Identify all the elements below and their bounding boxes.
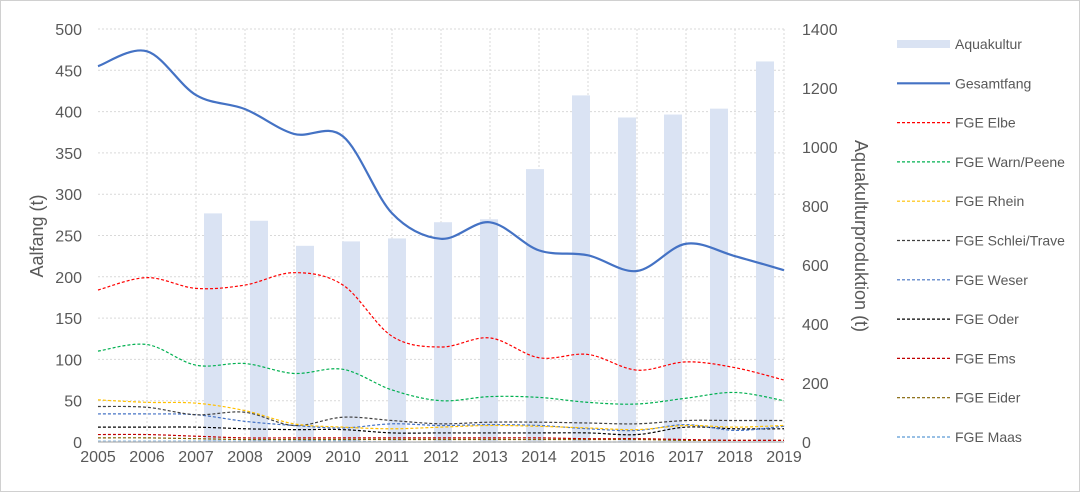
bar-aquakultur-2015 (572, 95, 590, 442)
y2-tick-label: 1200 (802, 81, 838, 98)
x-tick-label: 2009 (276, 449, 312, 466)
y-tick-label: 500 (55, 22, 82, 39)
line-fge-elbe (97, 272, 785, 381)
bar-aquakultur-2018 (710, 108, 728, 443)
x-tick-label: 2013 (472, 449, 508, 466)
legend-item: FGE Elbe (897, 115, 1016, 131)
x-tick-label: 2014 (521, 449, 557, 466)
legend-label: FGE Eider (955, 390, 1021, 406)
legend-label: Gesamtfang (955, 75, 1031, 91)
legend-item: FGE Ems (897, 350, 1016, 366)
line-gesamtfang (97, 49, 785, 273)
bar-aquakultur-2010 (342, 241, 360, 442)
y2-tick-label: 1000 (802, 140, 838, 157)
legend-item: Aquakultur (897, 36, 1022, 52)
y-axis-title: Aalfang (t) (27, 194, 47, 277)
y-tick-label: 200 (55, 270, 82, 287)
y-tick-label: 250 (55, 229, 82, 246)
x-tick-label: 2010 (325, 449, 361, 466)
legend-item: FGE Warn/Peene (897, 154, 1065, 170)
line-fge-oder (98, 426, 785, 436)
legend-label: FGE Maas (955, 429, 1022, 445)
x-tick-label: 2005 (80, 449, 116, 466)
y2-tick-label: 200 (802, 376, 829, 393)
bar-aquakultur-2012 (434, 222, 452, 442)
bar-aquakultur-2007 (204, 213, 222, 442)
legend: Aquakultur Gesamtfang FGE Elbe FGE Warn/Pee… (897, 36, 1065, 445)
x-tick-label: 2007 (178, 449, 214, 466)
y-tick-label: 350 (55, 146, 82, 163)
y2-axis-title: Aquakulturproduktion (t) (851, 140, 871, 332)
line-fge-maas (97, 440, 784, 443)
x-tick-label: 2018 (717, 449, 753, 466)
legend-label: FGE Elbe (955, 115, 1016, 131)
bar-aquakultur-2019 (756, 61, 774, 442)
y-tick-label: 50 (64, 394, 82, 411)
line-fge-eider (97, 437, 784, 442)
axes: 0 50 100 150 200 250 300 350 400 450 500 2005 2006 20… (55, 22, 837, 466)
line-fge-weser (97, 413, 785, 432)
y2-tick-label: 600 (802, 258, 829, 275)
y2-tick-label: 1400 (802, 22, 838, 39)
y2-tick-label: 0 (802, 435, 811, 452)
line-fge-rhein (97, 399, 785, 431)
line-fge-warn-peene (97, 343, 785, 405)
x-tick-label: 2015 (570, 449, 606, 466)
legend-label: FGE Weser (955, 272, 1028, 288)
legend-label: FGE Rhein (955, 193, 1024, 209)
y-tick-label: 150 (55, 311, 82, 328)
x-tick-label: 2008 (227, 449, 263, 466)
x-tick-label: 2019 (766, 449, 802, 466)
aquakultur-bars (204, 61, 774, 443)
x-tick-label: 2006 (129, 449, 165, 466)
line-fge-schlei-trave (97, 405, 784, 427)
legend-swatch (897, 40, 950, 48)
legend-label: Aquakultur (955, 36, 1022, 52)
legend-label: FGE Schlei/Trave (955, 233, 1065, 249)
bar-aquakultur-2016 (618, 117, 636, 442)
x-tick-label: 2011 (375, 449, 410, 466)
legend-item: FGE Oder (897, 311, 1019, 327)
y-tick-label: 450 (55, 63, 82, 80)
x-tick-label: 2012 (423, 449, 459, 466)
legend-label: FGE Ems (955, 350, 1016, 366)
x-tick-label: 2016 (619, 449, 655, 466)
legend-item: FGE Eider (897, 390, 1021, 406)
legend-item: FGE Maas (897, 429, 1022, 445)
bar-aquakultur-2011 (388, 238, 406, 442)
y2-tick-label: 800 (802, 199, 829, 216)
y2-tick-label: 400 (802, 317, 829, 334)
line-fge-ems (97, 433, 785, 442)
bar-aquakultur-2017 (664, 114, 682, 443)
legend-item: FGE Rhein (897, 193, 1024, 209)
legend-label: FGE Oder (955, 311, 1019, 327)
series-lines (97, 49, 785, 443)
y-tick-label: 100 (55, 352, 82, 369)
bar-aquakultur-2014 (526, 169, 544, 442)
bar-aquakultur-2013 (480, 219, 498, 442)
bar-aquakultur-2009 (296, 245, 314, 442)
legend-item: FGE Weser (897, 272, 1028, 288)
y-tick-label: 400 (55, 105, 82, 122)
bar-aquakultur-2008 (250, 220, 268, 442)
x-tick-label: 2017 (668, 449, 704, 466)
y-tick-label: 300 (55, 187, 82, 204)
legend-item: Gesamtfang (897, 75, 1031, 91)
y-tick-label: 0 (73, 435, 82, 452)
legend-label: FGE Warn/Peene (955, 154, 1065, 170)
legend-item: FGE Schlei/Trave (897, 233, 1065, 249)
